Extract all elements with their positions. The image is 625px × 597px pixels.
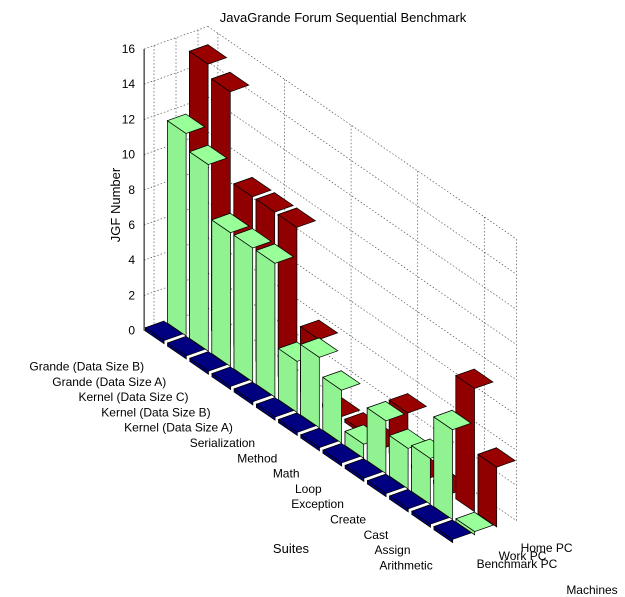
bar-work-pc [166,113,206,337]
bar-benchmark-pc [388,488,428,513]
chart-title: JavaGrande Forum Sequential Benchmark [220,10,467,25]
bar-benchmark-pc [144,320,184,345]
z-tick-label: 6 [128,218,135,232]
machine-tick-label: Work PC [499,549,547,563]
bar-work-pc [366,400,406,475]
z-axis-ticks: 0 2 4 6 8 10 12 14 16 [122,42,136,338]
bar-work-pc [299,337,339,429]
suite-tick-label: Serialization [190,436,255,450]
bar-benchmark-pc [166,335,206,360]
suite-tick-label: Arithmetic [379,558,432,572]
bar-benchmark-pc [255,397,295,421]
z-tick-label: 10 [122,148,136,162]
z-axis-label: JGF Number [108,167,123,242]
z-tick-label: 0 [128,324,135,338]
suite-tick-label: Grande (Data Size A) [52,375,166,389]
bar-work-pc [388,428,428,490]
grid-line-back-wall [207,131,517,345]
grid-line-back-wall [207,61,517,275]
bar-benchmark-pc [433,519,472,544]
bar-benchmark-pc [366,473,406,498]
bar-benchmark-pc [322,443,361,467]
bars [144,44,516,544]
grid-line-back-wall [207,26,517,240]
suite-tick-label: Exception [291,497,344,511]
grid-line-back-wall [207,166,517,381]
bar-benchmark-pc [211,366,250,391]
bar-benchmark-pc [411,504,450,528]
z-tick-label: 14 [122,77,136,91]
bar-home-pc [455,368,494,513]
bar-work-pc [211,212,250,368]
machine-tick-label: Benchmark PC [477,557,558,571]
suite-tick-label: Kernel (Data Size B) [101,405,210,419]
y-axis-label: Machines [566,583,617,597]
z-tick-label: 4 [128,253,135,267]
bar-work-pc [410,438,450,505]
bar-work-pc [433,409,472,521]
bar-benchmark-pc [277,412,317,437]
suite-tick-label: Math [273,467,300,481]
bar-home-pc [477,447,516,528]
bar-work-pc [344,424,383,459]
z-tick-label: 2 [128,288,135,302]
suite-tick-label: Loop [295,482,322,496]
bar-work-pc [277,341,317,414]
bar-work-pc [188,144,228,352]
bar-benchmark-pc [233,381,273,406]
z-tick-label: 12 [122,112,136,126]
bar-work-pc [455,511,494,536]
suite-tick-label: Kernel (Data Size A) [124,421,233,435]
suite-tick-label: Grande (Data Size B) [29,360,144,374]
suite-tick-labels: Grande (Data Size B)Grande (Data Size A)… [29,360,432,573]
bar-benchmark-pc [344,458,384,483]
bar-work-pc [255,243,295,398]
suite-tick-label: Create [330,513,366,527]
suite-tick-label: Method [237,451,277,465]
grid-line-left-wall [143,26,209,50]
z-tick-label: 16 [122,42,136,56]
bar-work-pc [322,370,361,444]
machine-tick-label: Home PC [521,541,573,555]
bar-benchmark-pc [189,351,228,375]
suite-tick-label: Cast [364,528,389,542]
suite-tick-label: Kernel (Data Size C) [78,390,188,404]
bar-benchmark-pc [300,427,339,452]
suite-tick-label: Assign [374,543,410,557]
z-tick-label: 8 [128,183,135,197]
x-axis-label: Suites [273,541,310,556]
grid-line-back-wall [207,96,517,310]
bar-work-pc [233,228,272,383]
